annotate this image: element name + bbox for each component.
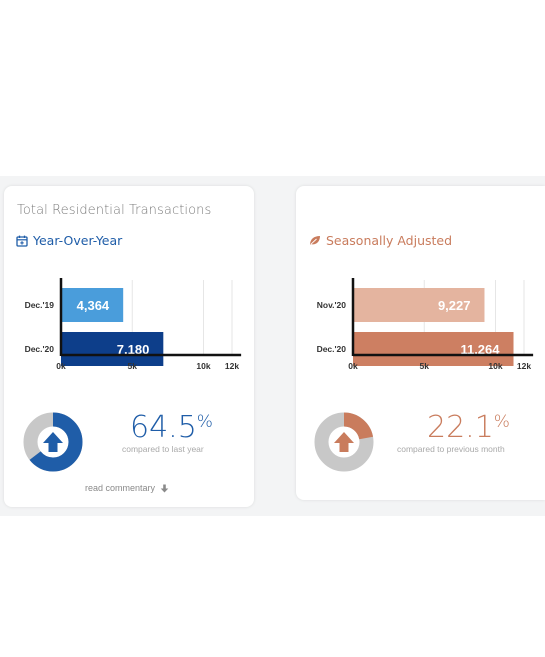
- arrow-down-icon: [160, 484, 169, 492]
- bar: [353, 332, 514, 366]
- arrow-up-shape: [334, 432, 354, 452]
- x-tick-label: 0k: [56, 361, 66, 371]
- percent-value: 64.5: [130, 410, 197, 445]
- yoy-donut: [23, 412, 83, 472]
- subtitle-label: Seasonally Adjusted: [326, 233, 453, 248]
- x-tick-label: 10k: [196, 361, 210, 371]
- yoy-percent: 64.5%: [130, 413, 213, 443]
- subtitle-label: Year-Over-Year: [33, 233, 123, 248]
- sa-subtitle: Seasonally Adjusted: [309, 233, 452, 248]
- x-tick-label: 5k: [420, 361, 430, 371]
- arrow-up-icon: [334, 432, 354, 452]
- category-label: Dec.'20: [25, 344, 55, 354]
- leaf-icon: [310, 236, 320, 245]
- seasonally-adjusted-card: Seasonally Adjusted 9,227 Nov.'20 11,264 De…: [296, 186, 545, 500]
- yoy-card: Total Residential Transactions Year-Over…: [4, 186, 254, 507]
- bar: [61, 288, 124, 322]
- x-tick-label: 10k: [488, 361, 502, 371]
- percent-value: 22.1: [427, 410, 494, 445]
- percent-sign: %: [493, 412, 510, 432]
- bar: [61, 332, 164, 366]
- read-commentary-link[interactable]: read commentary: [85, 483, 169, 493]
- donut-fill: [314, 412, 374, 472]
- category-label: Dec.'20: [317, 344, 347, 354]
- category-label: Nov.'20: [317, 300, 347, 310]
- x-tick-label: 0k: [348, 361, 358, 371]
- read-commentary-label: read commentary: [85, 483, 156, 493]
- sa-percent: 22.1%: [427, 413, 510, 443]
- yoy-subtitle: Year-Over-Year: [16, 233, 122, 248]
- card-title: Total Residential Transactions: [17, 203, 212, 218]
- x-tick-label: 12k: [225, 361, 239, 371]
- sa-compare-text: compared to previous month: [397, 444, 505, 454]
- bar-value-label: 7,180: [117, 342, 150, 357]
- x-tick-label: 12k: [517, 361, 531, 371]
- bar-value-label: 11,264: [460, 342, 500, 357]
- sa-donut: [314, 412, 374, 472]
- percent-sign: %: [196, 412, 213, 432]
- x-tick-label: 5k: [128, 361, 138, 371]
- yoy-compare-text: compared to last year: [122, 444, 204, 454]
- arrow-up-shape: [43, 432, 63, 452]
- calendar-icon: [16, 235, 28, 247]
- bar-value-label: 4,364: [77, 298, 110, 313]
- category-label: Dec.'19: [25, 300, 55, 310]
- donut-fill: [23, 412, 83, 472]
- bar: [353, 288, 485, 322]
- arrow-up-icon: [43, 432, 63, 452]
- bar-value-label: 9,227: [438, 298, 471, 313]
